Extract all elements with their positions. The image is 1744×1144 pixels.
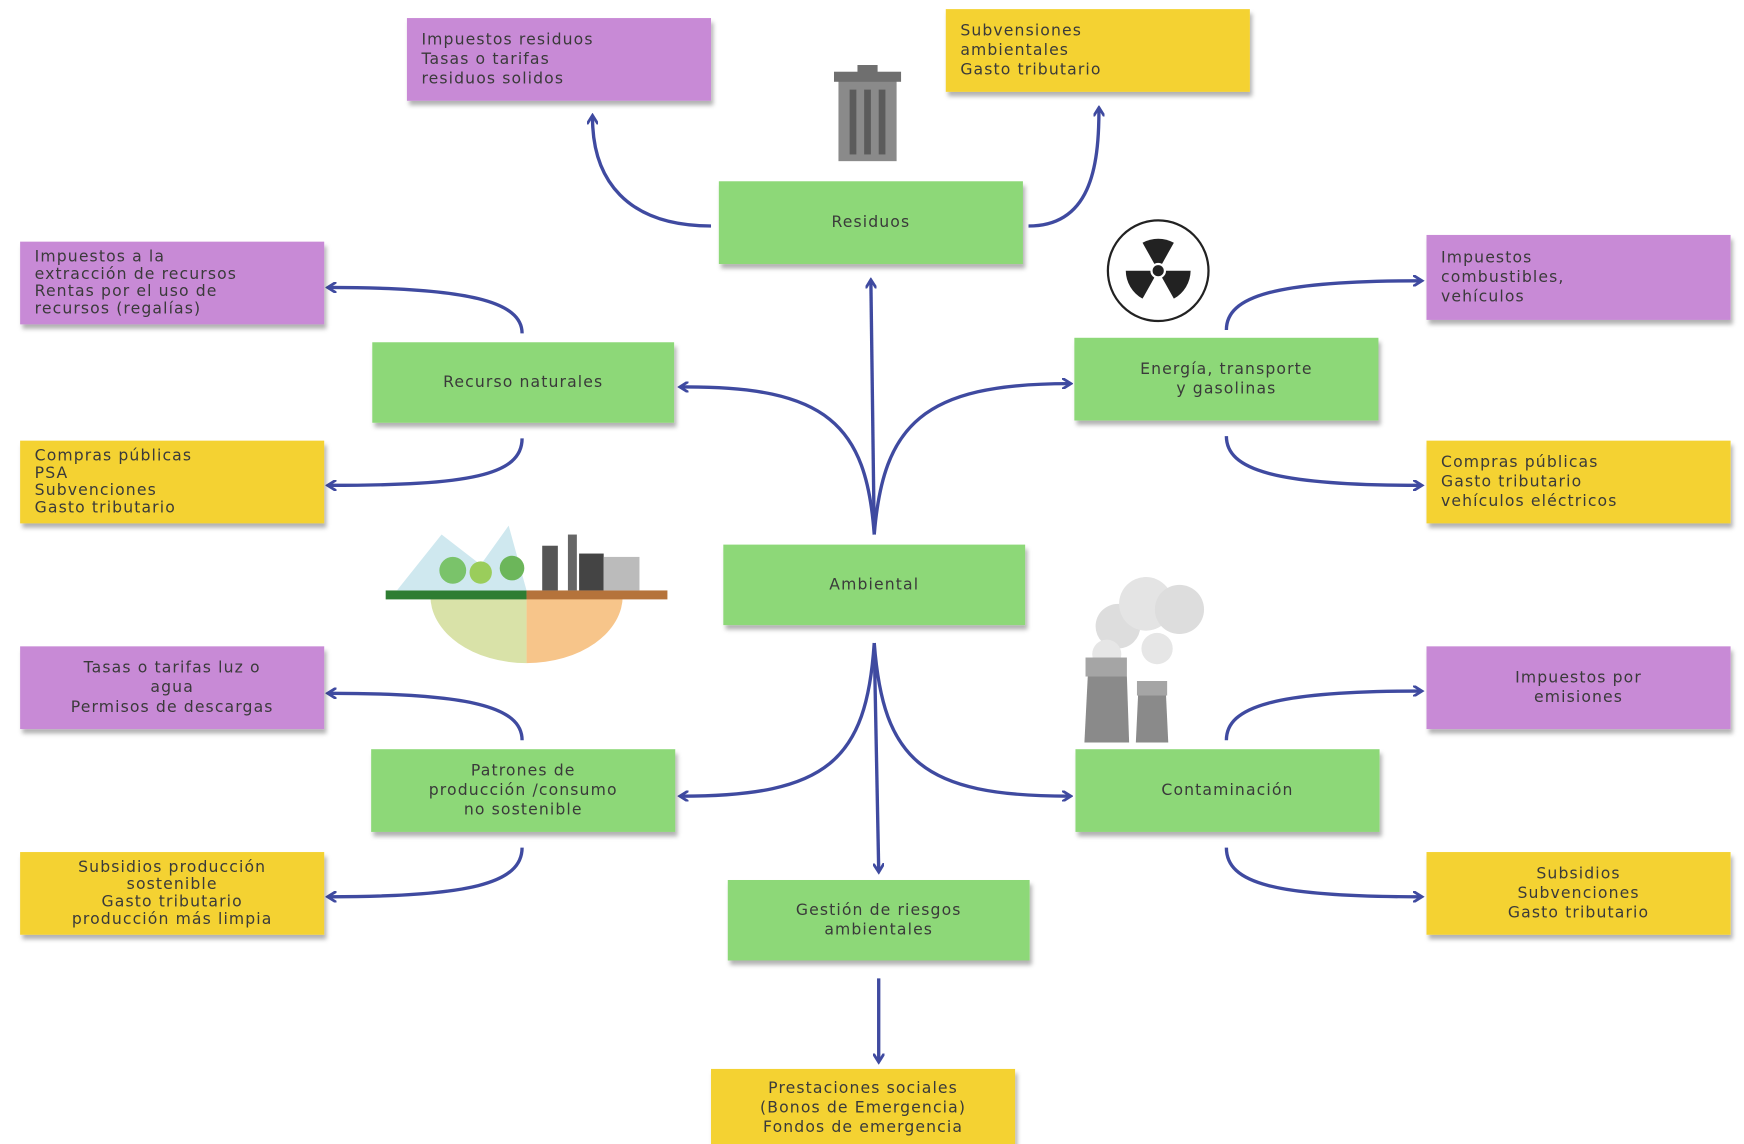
note-text: Gasto tributario xyxy=(102,892,243,911)
note-text: Gasto tributario xyxy=(35,497,176,516)
radiation-icon xyxy=(1108,220,1209,321)
trash-icon xyxy=(834,65,901,161)
note-text: Permisos de descargas xyxy=(71,697,274,716)
note-text: Impuestos xyxy=(1441,247,1532,266)
note-text: Energía, transporte xyxy=(1140,359,1313,378)
note-text: Subvenciones xyxy=(35,480,157,499)
note-text: Subsidios producción xyxy=(78,857,266,876)
note-text: vehículos eléctricos xyxy=(1441,491,1617,510)
note-text: Impuestos por xyxy=(1515,667,1642,686)
note-text: Subsidios xyxy=(1536,863,1620,882)
note-text: Residuos xyxy=(831,212,910,231)
note-text: Tasas o tarifas xyxy=(420,49,549,68)
note-text: Compras públicas xyxy=(35,446,192,465)
note-text: sostenible xyxy=(127,874,218,893)
note-text: Rentas por el uso de xyxy=(35,281,218,300)
note-text: combustibles, xyxy=(1441,267,1564,286)
note-text: Patrones de xyxy=(471,760,576,779)
note-text: y gasolinas xyxy=(1176,378,1276,397)
note-text: Tasas o tarifas luz o xyxy=(83,658,261,677)
note-text: ambientales xyxy=(824,920,933,939)
note-text: agua xyxy=(150,677,193,696)
note-text: Recurso naturales xyxy=(443,372,603,391)
note-text: Impuestos a la xyxy=(35,247,165,266)
note-text: Gasto tributario xyxy=(960,60,1101,79)
note-text: producción /consumo xyxy=(429,780,618,799)
note-text: Subvensiones xyxy=(960,20,1082,39)
note-text: Fondos de emergencia xyxy=(763,1117,963,1136)
note-text: Gasto tributario xyxy=(1508,902,1649,921)
note-text: ambientales xyxy=(960,40,1069,59)
note-text: Contaminación xyxy=(1161,780,1293,799)
note-text: producción más limpia xyxy=(72,909,273,928)
note-text: Subvenciones xyxy=(1517,883,1639,902)
note-text: Gasto tributario xyxy=(1441,472,1582,491)
mind-map: Ambiental Residuos Recurso naturales Energí… xyxy=(0,0,1744,1144)
landscape-icon xyxy=(386,526,668,664)
note-text: PSA xyxy=(35,463,69,482)
note-text: vehículos xyxy=(1441,286,1525,305)
note-text: (Bonos de Emergencia) xyxy=(760,1098,966,1117)
note-text: recursos (regalías) xyxy=(35,299,202,318)
note-text: Impuestos residuos xyxy=(421,29,593,48)
note-text: emisiones xyxy=(1534,687,1623,706)
note-text: Ambiental xyxy=(829,574,919,593)
note-text: extracción de recursos xyxy=(35,264,237,283)
boxes: Ambiental Residuos Recurso naturales Energí… xyxy=(20,9,1730,1144)
factory-icon xyxy=(1084,577,1204,742)
note-text: Prestaciones sociales xyxy=(768,1078,958,1097)
note-text: Compras públicas xyxy=(1441,452,1598,471)
note-text: residuos solidos xyxy=(421,68,564,87)
note-text: no sostenible xyxy=(464,800,583,819)
note-text: Gestión de riesgos xyxy=(796,900,962,919)
